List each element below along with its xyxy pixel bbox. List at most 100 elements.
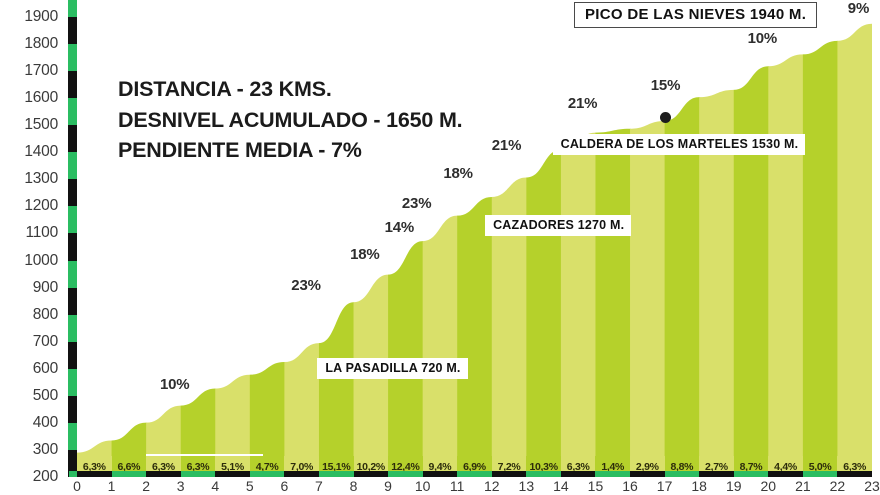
y-tick-label: 300 bbox=[32, 440, 58, 458]
x-axis-tick bbox=[560, 471, 596, 477]
x-tick-label: 2 bbox=[142, 478, 151, 494]
x-tick-label: 20 bbox=[760, 478, 777, 494]
x-tick-label: 18 bbox=[691, 478, 707, 494]
y-axis-tick bbox=[68, 341, 77, 369]
y-axis-tick bbox=[68, 287, 77, 315]
x-axis: 0 1 2 3 4 5 6 7 8 9 10 11 12 13 14 15 16 17 18 19 20 21 22 23 bbox=[73, 478, 880, 495]
km-band bbox=[180, 23, 216, 477]
km-band bbox=[215, 23, 251, 477]
x-tick-label: 10 bbox=[414, 478, 431, 494]
x-axis-tick bbox=[699, 471, 734, 477]
y-axis-tick bbox=[68, 395, 77, 423]
km-band bbox=[249, 23, 285, 477]
km-band bbox=[526, 23, 562, 477]
y-axis-tick bbox=[68, 71, 77, 99]
x-axis-tick bbox=[630, 471, 665, 477]
x-tick-label: 5 bbox=[245, 478, 254, 494]
gradient-annotation: 18% bbox=[443, 164, 473, 182]
km-band bbox=[388, 23, 424, 477]
y-tick-label: 1200 bbox=[24, 197, 58, 215]
x-tick-label: 23 bbox=[864, 478, 880, 494]
x-axis-tick bbox=[146, 471, 181, 477]
gradient-annotation: 23% bbox=[291, 277, 321, 295]
y-tick-label: 800 bbox=[32, 305, 58, 323]
waypoint-marker-dot bbox=[659, 112, 671, 124]
km-band bbox=[560, 23, 597, 477]
km-band bbox=[491, 23, 527, 477]
km-band bbox=[699, 23, 735, 477]
x-axis-tick bbox=[215, 471, 250, 477]
gradient-annotation: 15% bbox=[650, 77, 681, 95]
x-axis-tick bbox=[422, 471, 458, 477]
waypoint-label: LA PASADILLA 720 M. bbox=[317, 358, 468, 379]
km-band bbox=[318, 23, 355, 477]
x-tick-label: 19 bbox=[725, 478, 742, 494]
km-band bbox=[77, 23, 113, 477]
km-band bbox=[422, 23, 458, 477]
y-axis-tick bbox=[68, 179, 77, 207]
x-tick-label: 3 bbox=[176, 478, 185, 494]
y-tick-label: 900 bbox=[32, 278, 58, 296]
y-axis-tick bbox=[68, 233, 77, 261]
y-tick-label: 200 bbox=[32, 468, 58, 485]
x-tick-label: 11 bbox=[449, 478, 465, 494]
y-tick-label: 500 bbox=[32, 386, 58, 404]
elevation-area-series bbox=[77, 23, 872, 477]
x-tick-label: 21 bbox=[795, 478, 811, 494]
summary-stats: DISTANCIA - 23 KMS. DESNIVEL ACUMULADO -… bbox=[118, 74, 463, 166]
waypoint-label: PICO DE LAS NIEVES 1940 M. bbox=[574, 2, 818, 29]
y-axis-tick bbox=[68, 449, 77, 477]
x-tick-label: 12 bbox=[483, 478, 500, 494]
x-tick-label: 0 bbox=[73, 478, 81, 494]
km-band bbox=[595, 23, 631, 477]
x-axis-tick bbox=[284, 471, 319, 477]
x-tick-label: 1 bbox=[107, 478, 116, 494]
y-tick-label: 1500 bbox=[24, 116, 58, 134]
gradient-annotation: 10% bbox=[747, 29, 778, 47]
gradient-annotation: 21% bbox=[491, 136, 522, 154]
y-tick-label: 400 bbox=[32, 413, 58, 431]
x-axis-tick bbox=[353, 471, 389, 477]
y-tick-label: 600 bbox=[32, 359, 58, 377]
km-band bbox=[630, 23, 666, 477]
y-tick-label: 1400 bbox=[24, 143, 58, 161]
x-tick-label: 17 bbox=[656, 478, 673, 494]
stat-average-gradient: PENDIENTE MEDIA - 7% bbox=[118, 138, 362, 163]
x-tick-label: 22 bbox=[829, 478, 846, 494]
gradient-annotation: 14% bbox=[384, 219, 415, 237]
y-axis-tick bbox=[68, 17, 77, 45]
x-axis-line bbox=[69, 471, 872, 477]
x-axis-tick bbox=[768, 471, 803, 477]
km-band bbox=[146, 23, 182, 477]
km-band bbox=[837, 23, 872, 477]
km-band bbox=[802, 23, 839, 477]
waypoint-label: CALDERA DE LOS MARTELES 1530 M. bbox=[552, 134, 806, 155]
x-tick-label: 4 bbox=[211, 478, 220, 494]
y-tick-label: 1700 bbox=[24, 62, 58, 80]
y-tick-label: 1300 bbox=[24, 170, 58, 188]
stat-elevation-gain: DESNIVEL ACUMULADO - 1650 M. bbox=[118, 107, 463, 132]
km-band bbox=[353, 23, 389, 477]
km-stripe-bands bbox=[77, 23, 872, 477]
x-axis-tick bbox=[491, 471, 527, 477]
x-tick-label: 8 bbox=[349, 478, 358, 494]
gradient-annotation: 10% bbox=[159, 376, 190, 393]
y-tick-label: 1000 bbox=[24, 251, 58, 269]
x-tick-label: 15 bbox=[587, 478, 604, 494]
y-axis-tick bbox=[68, 125, 77, 153]
x-tick-label: 9 bbox=[384, 478, 392, 494]
waypoint-label: CAZADORES 1270 M. bbox=[485, 215, 632, 236]
km-band bbox=[284, 23, 320, 477]
km-band bbox=[768, 23, 804, 477]
y-tick-label: 1800 bbox=[24, 35, 58, 53]
x-tick-label: 14 bbox=[553, 478, 569, 494]
gradient-annotation: 21% bbox=[567, 94, 598, 112]
y-tick-label: 1100 bbox=[25, 224, 58, 242]
gradient-annotation: 23% bbox=[401, 194, 432, 212]
x-axis-tick bbox=[837, 471, 872, 477]
y-axis-line bbox=[68, 0, 77, 477]
km-band bbox=[457, 23, 493, 477]
gradient-annotation: 18% bbox=[350, 246, 380, 264]
x-tick-label: 6 bbox=[280, 478, 289, 494]
